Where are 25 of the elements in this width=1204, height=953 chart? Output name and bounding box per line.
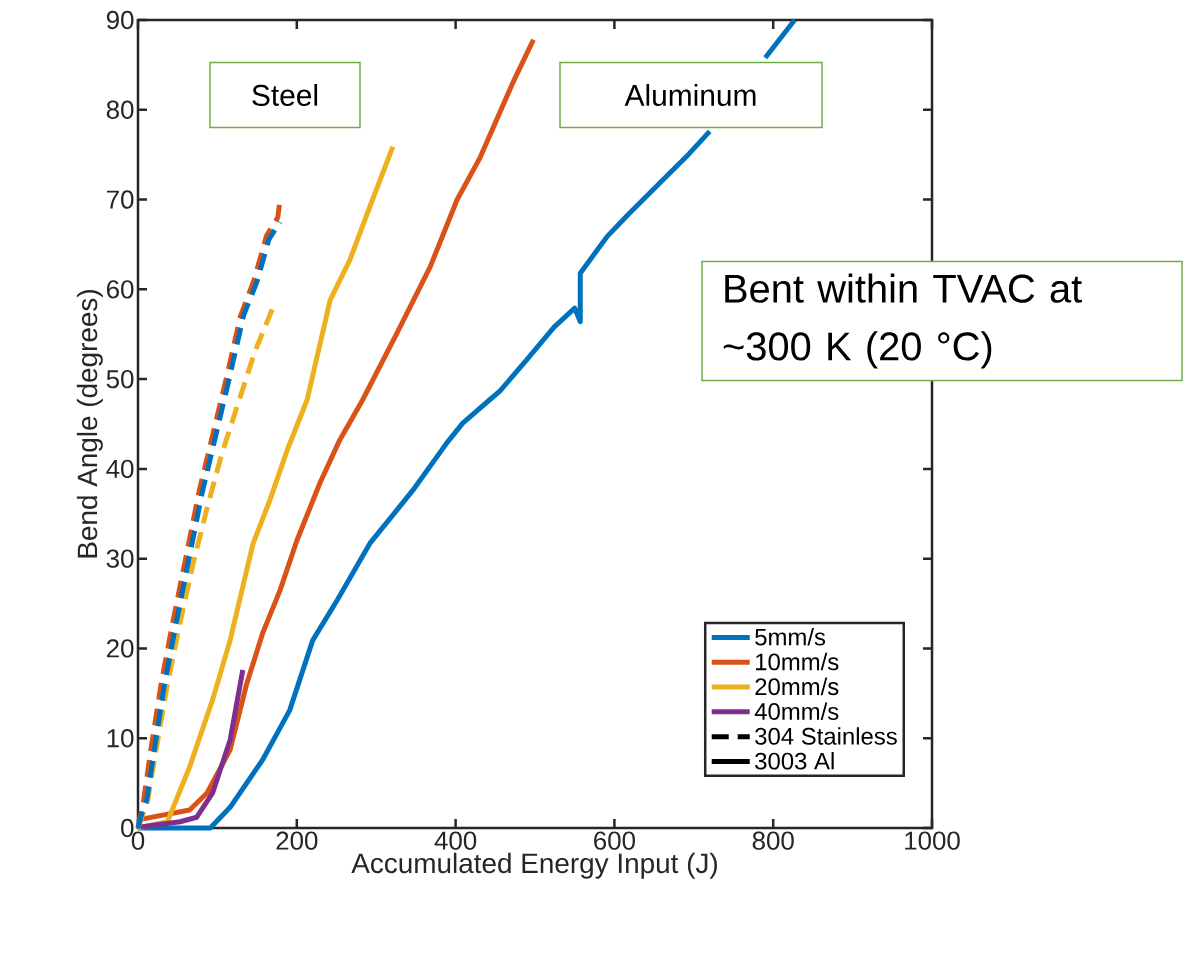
x-tick-label: 600 <box>594 831 635 850</box>
y-tick-label: 40 <box>106 459 134 479</box>
annotation: Aluminum <box>624 84 756 106</box>
y-tick-label: 20 <box>106 639 134 658</box>
y-tick-label: 50 <box>106 369 134 389</box>
y-tick-label: 80 <box>106 100 134 119</box>
y-tick-label: 10 <box>107 729 134 748</box>
x-tick-label: 1000 <box>905 831 960 850</box>
x-axis-title: Accumulated Energy Input (J) <box>351 852 717 879</box>
y-tick-label: 90 <box>106 10 134 30</box>
legend-label: 304 Stainless <box>755 727 897 745</box>
y-tick-label: 60 <box>106 280 134 299</box>
y-tick-label: 30 <box>106 549 134 568</box>
x-tick-label: 200 <box>276 831 318 850</box>
legend-label: 3003 Al <box>755 752 834 770</box>
legend-label: 20mm/s <box>755 677 839 696</box>
annotation: Bent within TVAC at ~300 K (20 °C) <box>723 273 1082 369</box>
y-tick-label: 70 <box>107 190 134 209</box>
x-tick-label: 800 <box>752 831 794 850</box>
legend-label: 5mm/s <box>755 628 826 646</box>
x-tick-label: 400 <box>434 831 477 850</box>
legend-label: 40mm/s <box>754 702 839 720</box>
y-axis-title: Bend Angle (degrees) <box>76 290 103 558</box>
annotation: Steel <box>252 84 318 106</box>
legend-label: 10mm/s <box>756 652 839 671</box>
